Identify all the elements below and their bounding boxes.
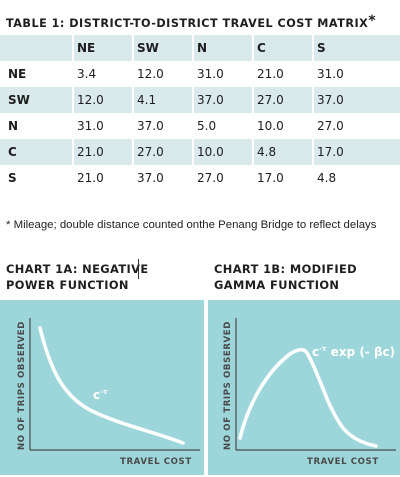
chart-1b-title-line2: GAMMA FUNCTION <box>214 278 340 292</box>
column-header: SW <box>132 35 193 61</box>
table-cell: 12.0 <box>72 87 133 113</box>
table-row: SW 12.0 4.1 37.0 27.0 37.0 <box>0 87 400 113</box>
travel-cost-matrix: NE SW N C S NE 3.4 12.0 31.0 21.0 31.0 S… <box>0 35 400 191</box>
chart-1a-curve-label: c-τ <box>93 388 108 402</box>
chart-1a-y-label: NO OF TRIPS OBSERVED <box>17 321 27 450</box>
table-cell: 27.0 <box>192 165 253 191</box>
table-cell: 31.0 <box>72 113 133 139</box>
row-header: N <box>0 113 73 139</box>
corner-cell <box>0 35 73 61</box>
row-header: NE <box>0 61 73 87</box>
chart-1a-curve <box>38 326 185 445</box>
chart-1a-x-label: TRAVEL COST <box>120 457 192 467</box>
table-title: TABLE 1: DISTRICT-TO-DISTRICT TRAVEL COS… <box>6 13 377 30</box>
table-cell: 4.1 <box>132 87 193 113</box>
table-cell: 12.0 <box>132 61 193 87</box>
chart-1a-title-line2: POWER FUNCTION <box>6 278 129 292</box>
table-cell: 4.8 <box>252 139 313 165</box>
row-header: C <box>0 139 73 165</box>
table-cell: 5.0 <box>192 113 253 139</box>
chart-1a-title: CHART 1A: NEGATIVE POWER FUNCTION <box>6 261 149 293</box>
table-cell: 10.0 <box>192 139 253 165</box>
chart-1b-x-label: TRAVEL COST <box>307 457 379 467</box>
chart-1b-svg: NO OF TRIPS OBSERVED TRAVEL COST c-τ exp… <box>223 318 396 467</box>
column-header: NE <box>72 35 133 61</box>
table-cell: 21.0 <box>72 139 133 165</box>
column-header: S <box>312 35 400 61</box>
table-cell: 27.0 <box>312 113 400 139</box>
table-cell: 37.0 <box>132 165 193 191</box>
column-header: C <box>252 35 313 61</box>
row-header: SW <box>0 87 73 113</box>
table-cell: 27.0 <box>132 139 193 165</box>
table-cell: 21.0 <box>252 61 313 87</box>
table-cell: 3.4 <box>72 61 133 87</box>
table-footnote: * Mileage; double distance counted onthe… <box>6 219 377 231</box>
table-cell: 10.0 <box>252 113 313 139</box>
header-row: NE SW N C S <box>0 35 400 61</box>
table-row: S 21.0 37.0 27.0 17.0 4.8 <box>0 165 400 191</box>
chart-1b-y-label: NO OF TRIPS OBSERVED <box>223 321 233 450</box>
table-row: N 31.0 37.0 5.0 10.0 27.0 <box>0 113 400 139</box>
table-cell: 37.0 <box>192 87 253 113</box>
column-header: N <box>192 35 253 61</box>
table-cell: 31.0 <box>192 61 253 87</box>
table-cell: 27.0 <box>252 87 313 113</box>
chart-1b-title: CHART 1B: MODIFIED GAMMA FUNCTION <box>214 261 357 293</box>
table-cell: 17.0 <box>252 165 313 191</box>
table-row: NE 3.4 12.0 31.0 21.0 31.0 <box>0 61 400 87</box>
chart-1a-svg: NO OF TRIPS OBSERVED TRAVEL COST c-τ <box>17 318 200 467</box>
table-cell: 37.0 <box>312 87 400 113</box>
table-row: C 21.0 27.0 10.0 4.8 17.0 <box>0 139 400 165</box>
table-cell: 21.0 <box>72 165 133 191</box>
chart-1b-curve-label: c-τ exp (- βc) <box>312 345 395 359</box>
table-cell: 31.0 <box>312 61 400 87</box>
table-cell: 17.0 <box>312 139 400 165</box>
table-cell: 37.0 <box>132 113 193 139</box>
row-header: S <box>0 165 73 191</box>
table-cell: 4.8 <box>312 165 400 191</box>
chart-1a-panel: NO OF TRIPS OBSERVED TRAVEL COST c-τ <box>0 300 204 475</box>
chart-1b-panel: NO OF TRIPS OBSERVED TRAVEL COST c-τ exp… <box>208 300 400 475</box>
chart-1a-title-line1: CHART 1A: NEGATIVE <box>6 262 149 276</box>
chart-1b-curve <box>238 347 378 448</box>
text-cursor <box>138 259 139 279</box>
chart-1b-title-line1: CHART 1B: MODIFIED <box>214 262 357 276</box>
